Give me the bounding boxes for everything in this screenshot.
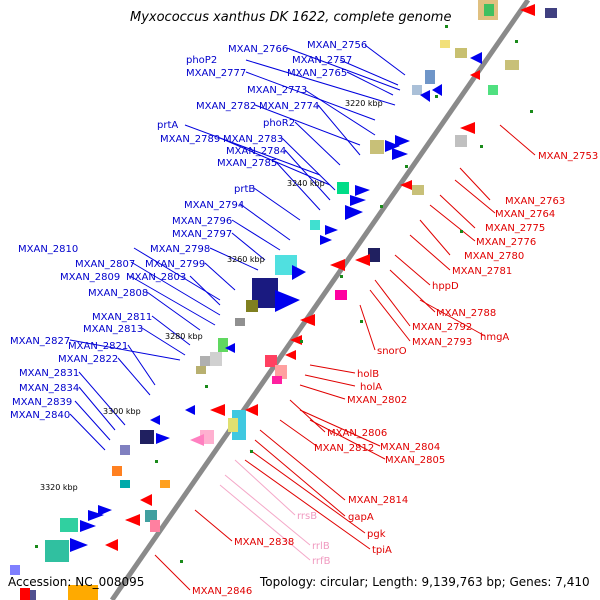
gene-label[interactable]: MXAN_2807 [75,259,135,270]
gene-label[interactable]: MXAN_2773 [247,85,307,96]
gene-label[interactable]: MXAN_2782 [196,101,256,112]
gene-label[interactable]: phoP2 [186,55,217,66]
gene-label[interactable]: MXAN_2822 [58,354,118,365]
gene-label[interactable]: MXAN_2802 [347,395,407,406]
gene-label[interactable]: MXAN_2814 [348,495,408,506]
gene-label[interactable]: MXAN_2809 [60,272,120,283]
reverse-gene-blocks [20,0,557,600]
gene-label[interactable]: MXAN_2813 [83,324,143,335]
gene-label[interactable]: MXAN_2785 [217,158,277,169]
gene-label[interactable]: MXAN_2766 [228,44,288,55]
gene-label[interactable]: MXAN_2839 [12,397,72,408]
gene-label[interactable]: MXAN_2789 [160,134,220,145]
gene-label[interactable]: holA [360,382,382,393]
gene-label[interactable]: MXAN_2794 [184,200,244,211]
gene-label[interactable]: MXAN_2780 [464,251,524,262]
rna-leader-lines [219,459,311,561]
gene-label[interactable]: MXAN_2793 [412,337,472,348]
gene-label[interactable]: MXAN_2764 [495,209,555,220]
forward-gene-blocks [10,40,482,600]
reverse-leader-lines [154,124,536,591]
gene-label[interactable]: MXAN_2753 [538,151,598,162]
gene-label[interactable]: MXAN_2840 [10,410,70,421]
gene-label[interactable]: MXAN_2757 [292,55,352,66]
gene-label[interactable]: MXAN_2792 [412,322,472,333]
genome-backbone [109,0,531,600]
gene-label[interactable]: hmgA [480,332,509,343]
gene-label[interactable]: hppD [432,281,459,292]
gene-label[interactable]: MXAN_2806 [327,428,387,439]
gene-label[interactable]: MXAN_2799 [145,259,205,270]
gene-label[interactable]: MXAN_2774 [259,101,319,112]
gene-label[interactable]: MXAN_2797 [172,229,232,240]
gene-label[interactable]: pgk [367,529,386,540]
gene-label[interactable]: holB [357,369,379,380]
gene-label[interactable]: MXAN_2784 [226,146,286,157]
gene-label[interactable]: MXAN_2775 [485,223,545,234]
gene-label[interactable]: MXAN_2783 [223,134,283,145]
gene-label[interactable]: snorO [377,346,407,357]
gene-label[interactable]: MXAN_2821 [68,341,128,352]
gene-label[interactable]: tpiA [372,545,392,556]
gene-label[interactable]: MXAN_2777 [186,68,246,79]
gene-label[interactable]: rrfB [312,556,331,567]
scale-ticks: 3220 kbp 3240 kbp 3260 kbp 3280 kbp 3300… [40,99,383,492]
accession-text: Accession: NC_008095 [8,575,145,589]
map-title: Myxococcus xanthus DK 1622, complete gen… [130,10,452,25]
kbp-label: 3260 kbp [227,255,265,264]
kbp-label: 3220 kbp [345,99,383,108]
forward-gene-labels: MXAN_2756 MXAN_2766 MXAN_2757 phoP2 MXAN… [10,40,367,421]
gene-label[interactable]: rrsB [297,511,317,522]
gene-label[interactable]: MXAN_2756 [307,40,367,51]
gene-label[interactable]: MXAN_2798 [150,244,210,255]
kbp-label: 3240 kbp [287,179,325,188]
forward-leader-lines [69,44,406,451]
gene-label[interactable]: MXAN_2810 [18,244,78,255]
gene-label[interactable]: prtB [234,184,255,195]
kbp-label: 3280 kbp [165,332,203,341]
kbp-label: 3300 kbp [103,407,141,416]
gene-label[interactable]: MXAN_2831 [19,368,79,379]
green-tick-marks [35,25,533,563]
gene-label[interactable]: MXAN_2834 [19,383,79,394]
gene-label[interactable]: MXAN_2765 [287,68,347,79]
gene-label[interactable]: MXAN_2846 [192,586,252,597]
gene-label[interactable]: gapA [348,512,374,523]
gene-label[interactable]: MXAN_2796 [172,216,232,227]
gene-label[interactable]: rrlB [312,541,330,552]
reverse-gene-labels: MXAN_2753 MXAN_2763 MXAN_2764 MXAN_2775 … [192,151,598,597]
gene-label[interactable]: MXAN_2827 [10,336,70,347]
gene-label[interactable]: MXAN_2788 [436,308,496,319]
gene-label[interactable]: phoR2 [263,118,295,129]
gene-label[interactable]: prtA [157,120,178,131]
gene-label[interactable]: MXAN_2812 [314,443,374,454]
gene-label[interactable]: MXAN_2808 [88,288,148,299]
gene-label[interactable]: MXAN_2811 [92,312,152,323]
gene-label[interactable]: MXAN_2781 [452,266,512,277]
topology-text: Topology: circular; Length: 9,139,763 bp… [260,575,590,589]
rna-gene-labels: rrsB rrlB rrfB [297,511,331,567]
gene-label[interactable]: MXAN_2804 [380,442,440,453]
gene-label[interactable]: MXAN_2838 [234,537,294,548]
gene-label[interactable]: MXAN_2776 [476,237,536,248]
gene-label[interactable]: MXAN_2805 [385,455,445,466]
gene-label[interactable]: MXAN_2803 [126,272,186,283]
kbp-label: 3320 kbp [40,483,78,492]
gene-label[interactable]: MXAN_2763 [505,196,565,207]
